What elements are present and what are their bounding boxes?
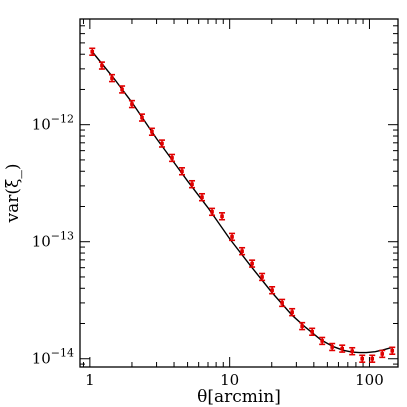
data-point — [119, 85, 126, 94]
data-point — [169, 153, 176, 163]
labels-layer: θ[arcmin] var(ξ_) — [3, 164, 281, 407]
data-point — [128, 99, 135, 109]
x-tick-label: 10 — [220, 371, 239, 389]
data-point — [109, 73, 116, 83]
y-tick-label: 10−14 — [32, 347, 74, 368]
data-point — [299, 321, 306, 331]
data-point — [189, 179, 196, 189]
data-point — [229, 232, 236, 242]
data-point — [198, 192, 205, 202]
data-point — [309, 327, 316, 337]
data-point — [89, 47, 96, 56]
data-point — [329, 342, 336, 352]
data-point — [249, 259, 256, 268]
data-point — [269, 285, 276, 295]
data-point — [379, 349, 386, 359]
data-point — [138, 113, 145, 122]
data-point — [219, 212, 226, 221]
data-point — [339, 344, 346, 353]
data-point — [158, 139, 165, 148]
data-point — [319, 336, 326, 346]
axes: 1 10 100 10−14 10−13 10−12 — [32, 18, 399, 389]
data-point — [239, 246, 246, 256]
data-point — [259, 272, 266, 282]
y-tick-label: 10−12 — [32, 113, 74, 134]
data-point — [389, 346, 396, 355]
y-axis-label: var(ξ_) — [3, 164, 23, 224]
data-point — [369, 354, 376, 363]
plot-frame — [79, 18, 399, 368]
x-axis-label: θ[arcmin] — [197, 387, 281, 407]
data-point — [209, 207, 216, 217]
x-tick-label: 100 — [355, 371, 384, 389]
model-curve-layer — [91, 51, 393, 354]
data-point — [148, 127, 155, 137]
data-point — [178, 167, 185, 176]
y-tick-label: 10−13 — [32, 230, 74, 251]
data-point — [359, 354, 366, 363]
data-point — [349, 346, 356, 356]
model-curve — [91, 51, 393, 354]
data-points-layer — [89, 47, 396, 363]
data-point — [279, 298, 286, 308]
x-tick-label: 1 — [85, 371, 95, 389]
data-point — [289, 307, 296, 317]
data-point — [98, 61, 105, 70]
